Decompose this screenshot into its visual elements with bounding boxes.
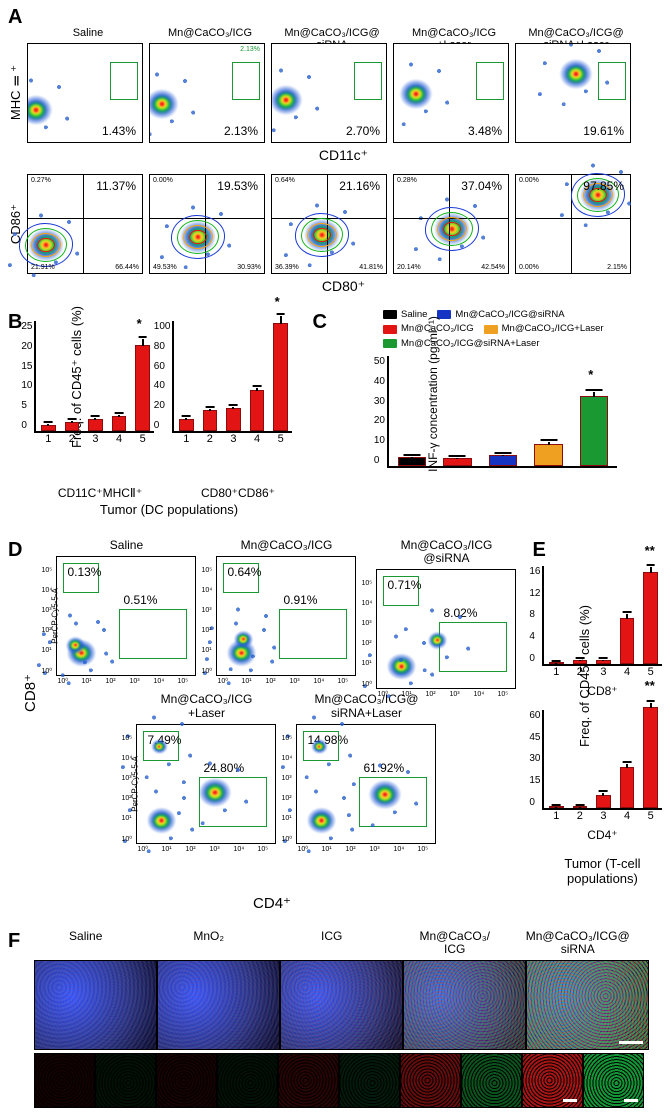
bar [112,416,127,431]
panel-F-label: F [8,930,20,953]
panel-C-label: C [312,311,326,334]
panelA-ylab-top: MHC Ⅱ⁺ [8,65,23,120]
panelA-facs-plot: 2.70% [271,43,387,143]
panelF-green-tile [461,1053,522,1108]
panelF-red-tile [400,1053,461,1108]
bar [596,660,611,664]
panelE-bottom: 604530150 12345 ** CD4⁺ [542,710,662,842]
bar [250,390,265,431]
panelB-subx-left: CD11C⁺MHCⅡ⁺ [40,486,160,500]
bar [643,572,658,664]
bar [273,323,288,431]
panelF-red-tile [278,1053,339,1108]
panelD-facs-plot: 0.64%0.91%10⁰10⁰10¹10¹10²10²10³10³10⁴10⁴… [216,556,356,676]
bar [203,410,218,431]
panelE-subx-bot: CD4⁺ [542,828,662,842]
panelA-facs-plot: 19.61% [515,43,631,143]
panelA-facs-plot: 11.37%0.27%21.91%66.44% [27,174,143,274]
bar [135,345,150,431]
panelF-green-tile [95,1053,156,1108]
panelF-green-tile [583,1053,644,1108]
panelD-facs-plot: 14.98%61.92%10⁰10⁰10¹10¹10²10²10³10³10⁴1… [296,724,436,844]
bar [398,457,426,466]
panelF-merge-tile [403,960,526,1050]
panelA-facs-plot: 37.04%0.28%20.14%42.54% [393,174,509,274]
bar [643,707,658,808]
bar [226,408,241,431]
panelA-facs-plot: 19.53%0.00%49.53%30.93% [149,174,265,274]
panelF-red-tile [156,1053,217,1108]
panelF-merge-tile [526,960,649,1050]
bar [489,455,517,466]
bar [620,767,635,808]
panel-E-label: E [532,539,662,562]
panel-B-label: B [8,311,22,334]
panelF-green-tile [217,1053,278,1108]
panelA-xlab-bottom: CD80⁺ [24,278,663,295]
bar [443,458,471,466]
bar [549,806,564,808]
panelA-facs-plot: 21.16%0.64%36.39%41.81% [271,174,387,274]
panelB-xlab: Tumor (DC populations) [40,502,298,517]
bar [573,660,588,664]
panelF-merge-tile [34,960,157,1050]
panelD-facs-plot: 7.49%24.80%10⁰10⁰10¹10¹10²10²10³10³10⁴10… [136,724,276,844]
panelF-merge-tile [280,960,403,1050]
panelB-subx-right: CD80⁺CD86⁺ [178,486,298,500]
bar [41,425,56,431]
panelF-merge-tile [157,960,280,1050]
bar [580,396,608,466]
panelA-facs-plot: 97.85%0.00%0.00%2.15% [515,174,631,274]
panelF-red-tile [522,1053,583,1108]
bar [534,444,562,466]
bar [65,422,80,431]
bar [596,795,611,808]
panelB-right: 100806040200 12345 * [172,321,292,433]
panel-D-label: D [8,539,22,562]
panelA-facs-plot: 1.43% [27,43,143,143]
panelD-facs-plot: 0.71%8.02%10⁰10⁰10¹10¹10²10²10³10³10⁴10⁴… [376,569,516,689]
bar [620,618,635,664]
panel-A-label: A [8,6,22,29]
bar [179,419,194,432]
panelD-xlab: CD4⁺ [32,894,512,912]
bar [88,419,103,431]
panelB-left: 2520151050 12345 * [34,321,154,433]
panelE-xlab: Tumor (T-cell populations) [542,856,662,886]
bar [549,662,564,664]
panelA-facs-plot: 3.48% [393,43,509,143]
panelD-facs-plot: 0.13%0.51%10⁰10⁰10¹10¹10²10²10³10³10⁴10⁴… [56,556,196,676]
panelF-red-tile [34,1053,95,1108]
panelF-green-tile [339,1053,400,1108]
bar [573,806,588,808]
panelA-facs-plot: 2.13%2.13% [149,43,265,143]
